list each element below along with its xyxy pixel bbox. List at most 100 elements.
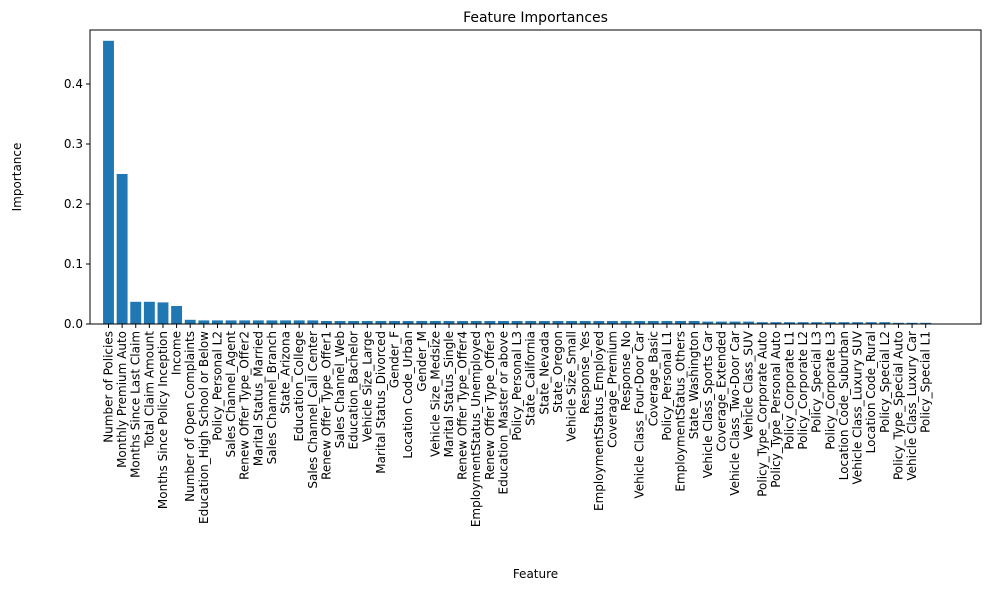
- bar: [443, 321, 455, 324]
- x-tick-label: Vehicle Size_Large: [360, 331, 374, 442]
- bar: [402, 321, 414, 324]
- bar: [647, 321, 659, 324]
- x-tick-label: Vehicle Class_SUV: [742, 330, 756, 440]
- x-tick-label: Policy_Corporate L2: [796, 331, 810, 450]
- bar: [606, 321, 618, 324]
- x-tick-label: Location Code_Rural: [864, 331, 878, 453]
- x-tick-label: Income: [170, 331, 184, 375]
- bar: [634, 321, 646, 324]
- x-tick-label: Policy_Type_Corporate Auto: [755, 331, 769, 497]
- bar: [893, 322, 904, 324]
- x-tick-label: Monthly Premium Auto: [115, 331, 129, 468]
- x-tick-label: State_Nevada: [537, 331, 551, 415]
- x-tick-label: Policy_Type_Special Auto: [891, 331, 905, 480]
- bar: [239, 320, 251, 324]
- x-tick-label: Gender_F: [388, 331, 402, 388]
- bar: [171, 306, 183, 324]
- bar: [552, 321, 564, 324]
- x-tick-label: Vehicle Size_Small: [565, 331, 579, 442]
- x-tick-label: Policy_Corporate L3: [823, 331, 837, 450]
- x-tick-label: Marital Status_Single: [442, 331, 456, 457]
- bar: [756, 322, 768, 324]
- bar: [852, 322, 864, 324]
- bar: [320, 321, 332, 324]
- x-tick-label: Vehicle Class_Two-Door Car: [728, 331, 742, 496]
- x-tick-label: Coverage_Premium: [605, 331, 619, 448]
- x-axis-label: Feature: [513, 567, 558, 581]
- bar: [157, 302, 169, 324]
- x-tick-label: Education_Master or above: [496, 331, 510, 494]
- y-axis-ticks: 0.0 0.1 0.2 0.3 0.4: [64, 77, 90, 331]
- bar: [525, 321, 537, 324]
- x-tick-label: Response_Yes: [578, 331, 592, 414]
- x-tick-label: EmploymentStatus_Unemployed: [469, 331, 483, 527]
- x-tick-label: Education_College: [292, 331, 306, 442]
- y-tick-label: 0.3: [64, 137, 83, 151]
- x-tick-label: State_Washington: [687, 331, 701, 439]
- x-tick-label: Location Code_Urban: [401, 331, 415, 459]
- bar: [879, 322, 891, 324]
- bar: [252, 320, 264, 324]
- y-tick-label: 0.4: [64, 77, 83, 91]
- bar: [675, 321, 686, 324]
- bar: [470, 321, 482, 324]
- x-tick-label: Sales Channel_Web: [333, 331, 347, 448]
- x-tick-label: Policy_Personal L2: [210, 331, 224, 441]
- x-tick-label: Total Claim Amount: [142, 331, 156, 449]
- bar: [457, 321, 469, 324]
- bar: [538, 321, 550, 324]
- bar: [429, 321, 441, 324]
- x-tick-label: State_California: [524, 331, 538, 426]
- x-tick-label: Months Since Policy Inception: [156, 331, 170, 509]
- x-tick-label: Renew Offer Type_Offer2: [238, 331, 252, 480]
- x-tick-label: Sales Channel_Branch: [265, 331, 279, 464]
- x-tick-label: Policy_Special L2: [878, 331, 892, 433]
- bar: [389, 321, 400, 324]
- bar: [143, 301, 155, 324]
- x-tick-label: Renew Offer Type_Offer1: [319, 331, 333, 480]
- bar: [348, 321, 360, 324]
- x-tick-label: Vehicle Class_Sports Car: [701, 331, 715, 478]
- x-tick-label: Coverage_Extended: [714, 331, 728, 452]
- x-tick-label: Policy_Type_Personal Auto: [769, 331, 783, 488]
- bar: [280, 320, 292, 324]
- bar: [743, 321, 755, 324]
- bar: [797, 322, 809, 324]
- bar: [661, 321, 673, 324]
- x-tick-label: Vehicle Class_Luxury Car: [905, 331, 919, 481]
- bars-group: [103, 40, 932, 325]
- plot-area-frame: [89, 29, 982, 325]
- bar: [824, 322, 836, 324]
- bar: [361, 321, 373, 324]
- x-tick-label: Policy_Personal L3: [510, 331, 524, 441]
- bar: [593, 321, 605, 324]
- x-tick-label: Number of Open Complaints: [183, 331, 197, 502]
- y-tick-label: 0.2: [64, 197, 83, 211]
- x-axis-ticks: Number of Policies Monthly Premium Auto Mo…: [102, 324, 933, 527]
- bar: [307, 320, 319, 324]
- chart-title: Feature Importances: [463, 10, 608, 26]
- x-tick-label: Sales Channel_Call Center: [306, 331, 320, 489]
- x-tick-label: Vehicle Size_Medsize: [428, 331, 442, 457]
- x-tick-label: Response_No: [619, 331, 633, 411]
- bar: [620, 321, 632, 324]
- bar: [865, 322, 877, 324]
- x-tick-label: EmploymentStatus_Others: [674, 331, 688, 492]
- x-tick-label: State_Arizona: [279, 331, 293, 414]
- x-tick-label: Policy_Special L3: [810, 331, 824, 433]
- bar: [198, 320, 210, 324]
- bar: [212, 320, 223, 324]
- x-tick-label: Marital Status_Married: [251, 331, 265, 466]
- bar: [770, 322, 782, 324]
- x-tick-label: Renew Offer Type_Offer3: [483, 331, 497, 480]
- y-tick-label: 0.0: [64, 317, 83, 331]
- bar: [579, 321, 591, 324]
- bar: [511, 321, 523, 324]
- x-tick-label: Policy_Personal L1: [660, 331, 674, 441]
- bar: [130, 301, 142, 324]
- bar: [293, 320, 305, 324]
- bar: [334, 321, 346, 324]
- bar: [838, 322, 850, 324]
